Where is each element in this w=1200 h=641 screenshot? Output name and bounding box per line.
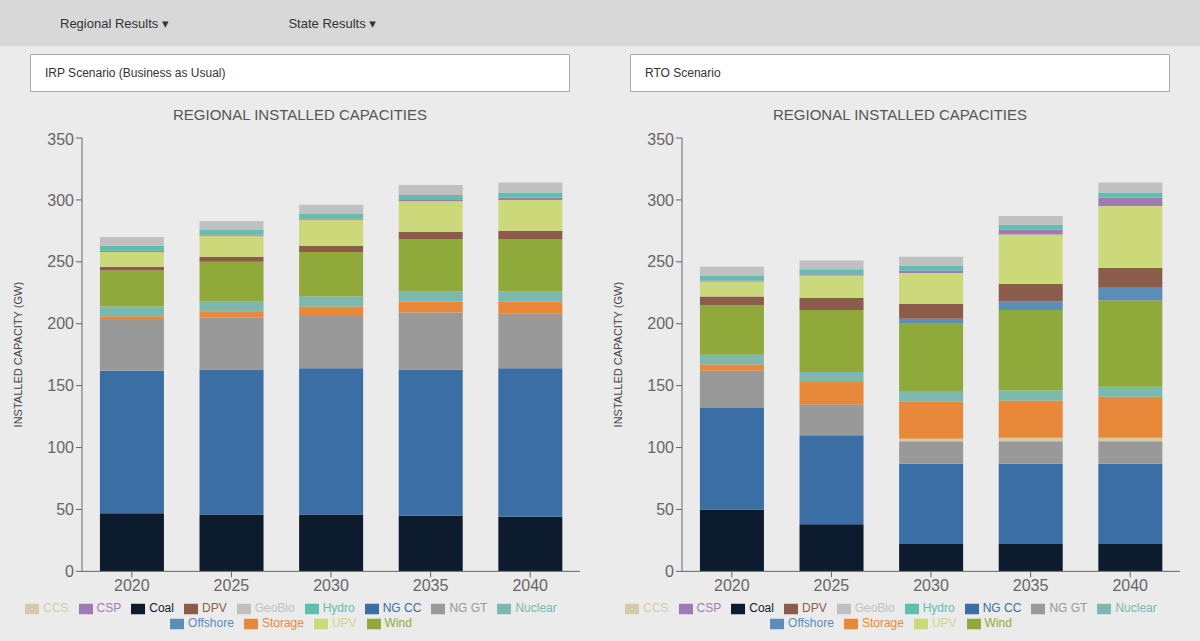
html-text:State Results ▾: State Results ▾ [288,15,376,31]
svg-text:INSTALLED CAPACITY (GW): INSTALLED CAPACITY (GW) [612,282,624,427]
html-text:CCS: CCS [43,601,69,616]
svg-text:2025: 2025 [814,577,850,594]
svg-text:2020: 2020 [714,577,750,594]
svg-text:2030: 2030 [913,577,949,594]
html-text:GeoBio: GeoBio [854,601,895,616]
svg-text:0: 0 [665,563,674,580]
html-text:Wind: Wind [384,616,412,631]
html-text:Regional Results ▾: Regional Results ▾ [60,15,169,31]
svg-text:350: 350 [47,131,74,148]
svg-text:300: 300 [647,192,674,209]
html-text:Coal: Coal [749,601,774,616]
svg-text:350: 350 [647,131,674,148]
html-text:NG GT: NG GT [449,601,488,616]
svg-text:150: 150 [47,377,74,394]
html-text:UPV: UPV [931,616,957,631]
html-text:CSP: CSP [96,601,122,616]
html-text:RTO Scenario: RTO Scenario [645,66,721,80]
html-text:Storage: Storage [261,616,304,631]
html-text:Wind: Wind [984,616,1012,631]
html-text:UPV: UPV [331,616,357,631]
svg-text:0: 0 [65,563,74,580]
svg-text:200: 200 [647,315,674,332]
svg-text:2025: 2025 [214,577,250,594]
html-text:NG GT: NG GT [1049,601,1088,616]
html-text:Hydro: Hydro [322,601,355,616]
html-text:Offshore: Offshore [788,616,834,631]
svg-text:2035: 2035 [413,577,449,594]
svg-text:250: 250 [647,253,674,270]
html-text:CSP: CSP [696,601,722,616]
html-text:Offshore: Offshore [188,616,234,631]
svg-text:2035: 2035 [1013,577,1049,594]
html-text:REGIONAL INSTALLED CAPACITIES: REGIONAL INSTALLED CAPACITIES [773,106,1027,123]
svg-text:300: 300 [47,192,74,209]
svg-text:2030: 2030 [313,577,349,594]
html-text:Storage: Storage [861,616,904,631]
html-text:Nuclear: Nuclear [515,601,557,616]
svg-text:150: 150 [647,377,674,394]
html-text:IRP Scenario (Business as Usua: IRP Scenario (Business as Usual) [45,66,226,80]
html-text:Nuclear: Nuclear [1115,601,1157,616]
svg-text:200: 200 [47,315,74,332]
html-text:REGIONAL INSTALLED CAPACITIES: REGIONAL INSTALLED CAPACITIES [173,106,427,123]
html-text:DPV: DPV [802,601,827,616]
svg-text:100: 100 [647,439,674,456]
svg-text:2040: 2040 [1112,577,1148,594]
html-text:Hydro: Hydro [922,601,955,616]
html-text:DPV: DPV [202,601,227,616]
html-text:Coal: Coal [149,601,174,616]
svg-text:100: 100 [47,439,74,456]
html-text:NG CC: NG CC [382,601,422,616]
html-text:GeoBio: GeoBio [254,601,295,616]
html-text:CCS: CCS [643,601,669,616]
svg-text:50: 50 [56,501,74,518]
svg-text:50: 50 [656,501,674,518]
svg-text:2040: 2040 [512,577,548,594]
svg-text:250: 250 [47,253,74,270]
html-text:NG CC: NG CC [982,601,1022,616]
svg-text:2020: 2020 [114,577,150,594]
svg-text:INSTALLED CAPACITY (GW): INSTALLED CAPACITY (GW) [12,282,24,427]
